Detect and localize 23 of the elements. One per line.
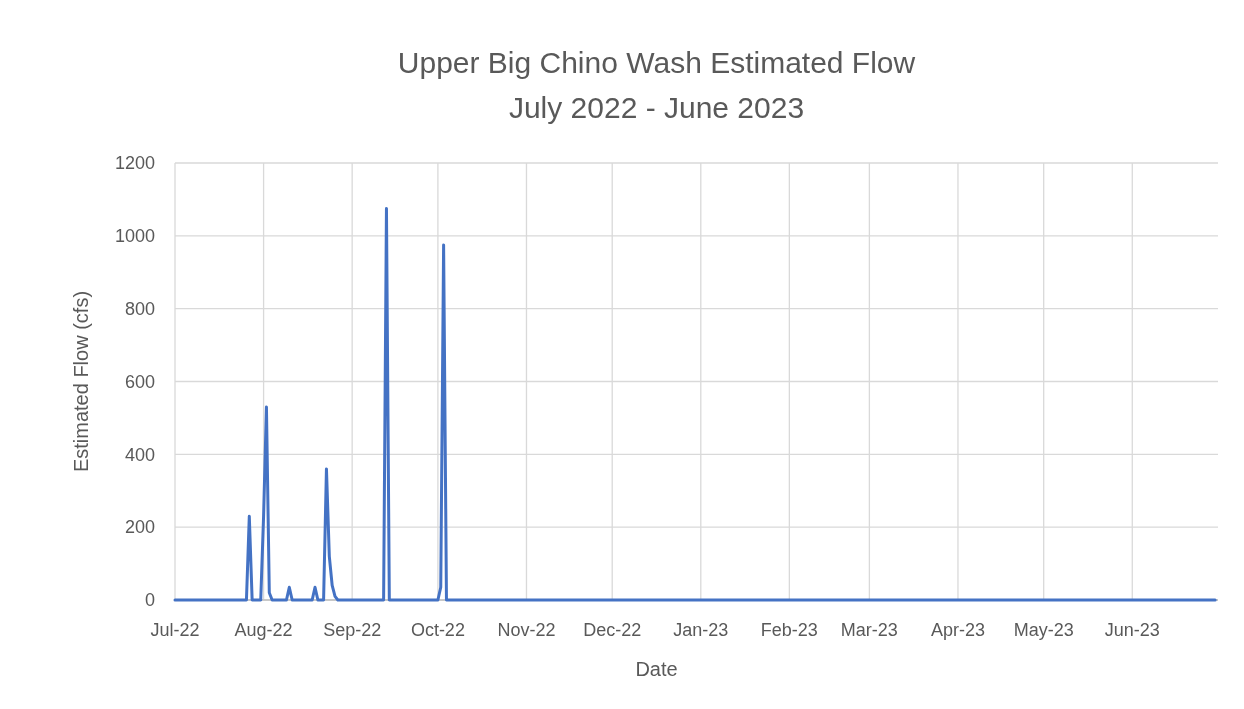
- x-tick-label: Jul-22: [150, 620, 200, 640]
- x-tick-label: Feb-23: [760, 620, 818, 640]
- x-tick-label: Apr-23: [930, 620, 985, 640]
- x-tick-label: Jun-23: [1104, 620, 1160, 640]
- x-tick-label: Mar-23: [840, 620, 898, 640]
- chart-subtitle: July 2022 - June 2023: [508, 91, 805, 124]
- y-tick-label: 1200: [114, 153, 155, 174]
- y-tick-label: 600: [124, 371, 155, 392]
- y-tick-label: 200: [124, 517, 155, 538]
- x-tick-label: Sep-22: [323, 620, 382, 640]
- x-tick-label: Jan-23: [673, 620, 729, 640]
- chart-title: Upper Big Chino Wash Estimated Flow: [397, 46, 916, 79]
- x-tick-label: Aug-22: [234, 620, 293, 640]
- y-tick-label: 1000: [114, 226, 155, 247]
- x-tick-label: May-23: [1013, 620, 1074, 640]
- x-tick-label: Nov-22: [497, 620, 556, 640]
- y-axis-title: Estimated Flow (cfs): [70, 290, 92, 473]
- x-axis-title: Date: [635, 658, 678, 680]
- x-tick-label: Dec-22: [583, 620, 642, 640]
- y-tick-label: 400: [124, 444, 155, 465]
- y-tick-label: 800: [124, 298, 155, 319]
- y-tick-label: 0: [144, 590, 155, 611]
- x-tick-label: Oct-22: [410, 620, 465, 640]
